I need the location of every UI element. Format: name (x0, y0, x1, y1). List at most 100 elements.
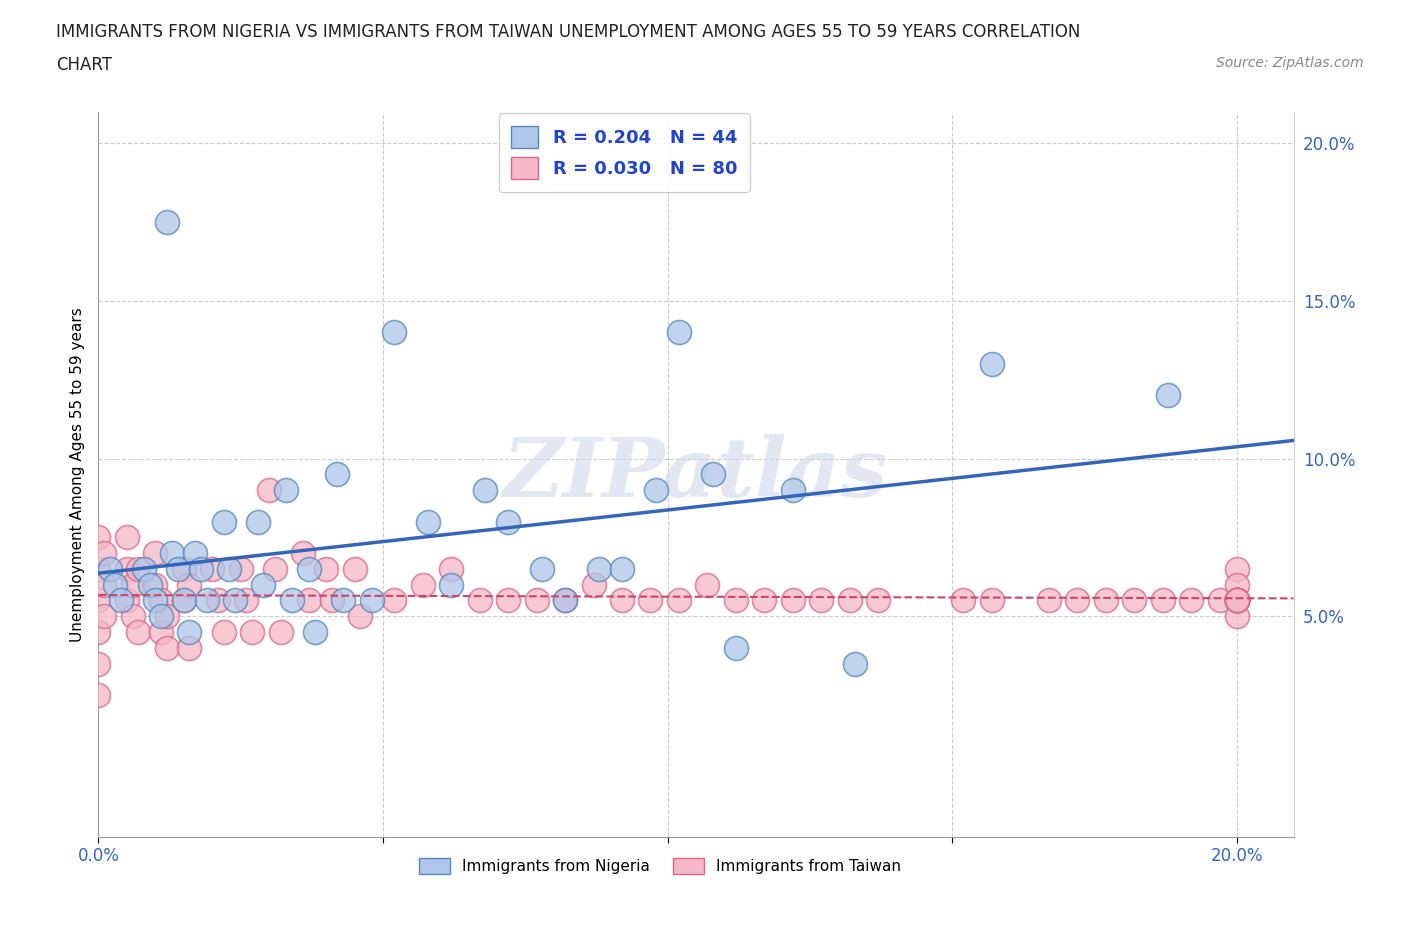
Point (360, 593, 382, 608)
Point (201, 562, 224, 577)
Point (1123, 593, 1146, 608)
Point (263, 562, 285, 577)
Point (143, 546, 166, 561)
Point (87, 687, 110, 702)
Point (150, 625, 173, 640)
Point (207, 593, 229, 608)
Point (257, 483, 280, 498)
Point (298, 562, 321, 577)
Point (156, 609, 179, 624)
Point (292, 546, 315, 561)
Point (1226, 593, 1249, 608)
Point (326, 467, 349, 482)
Point (382, 593, 405, 608)
Point (349, 609, 371, 624)
Point (110, 593, 132, 608)
Point (218, 562, 240, 577)
Point (87, 656, 110, 671)
Point (1226, 593, 1249, 608)
Point (1066, 593, 1088, 608)
Point (184, 546, 207, 561)
Point (93, 578, 115, 592)
Point (952, 593, 974, 608)
Point (1208, 593, 1230, 608)
Point (87, 625, 110, 640)
Point (343, 562, 366, 577)
Point (173, 593, 195, 608)
Point (179, 625, 201, 640)
Point (838, 593, 860, 608)
Point (868, 593, 890, 608)
Point (276, 483, 298, 498)
Point (104, 578, 127, 592)
Point (173, 562, 195, 577)
Y-axis label: Unemployment Among Ages 55 to 59 years: Unemployment Among Ages 55 to 59 years (69, 307, 84, 642)
Legend: Immigrants from Nigeria, Immigrants from Taiwan: Immigrants from Nigeria, Immigrants from… (413, 852, 907, 880)
Point (645, 483, 668, 498)
Point (412, 578, 434, 592)
Point (1226, 593, 1249, 608)
Point (1180, 593, 1202, 608)
Point (190, 562, 212, 577)
Point (1226, 593, 1249, 608)
Point (179, 641, 201, 656)
Text: CHART: CHART (56, 56, 112, 73)
Point (1226, 562, 1249, 577)
Point (304, 625, 326, 640)
Point (132, 562, 155, 577)
Point (332, 593, 354, 608)
Point (150, 593, 173, 608)
Point (121, 609, 143, 624)
Point (496, 514, 519, 529)
Point (138, 578, 160, 592)
Point (315, 562, 337, 577)
Point (212, 625, 235, 640)
Point (143, 593, 166, 608)
Point (526, 593, 548, 608)
Point (440, 562, 463, 577)
Point (167, 562, 190, 577)
Point (668, 593, 690, 608)
Point (115, 530, 138, 545)
Point (724, 641, 747, 656)
Point (382, 325, 405, 339)
Point (754, 593, 776, 608)
Point (156, 215, 179, 230)
Point (87, 562, 110, 577)
Point (1226, 609, 1249, 624)
Point (610, 562, 633, 577)
Point (173, 593, 195, 608)
Point (782, 483, 804, 498)
Point (224, 593, 246, 608)
Point (1226, 593, 1249, 608)
Point (980, 356, 1002, 371)
Point (554, 593, 576, 608)
Point (281, 593, 304, 608)
Point (87, 593, 110, 608)
Point (980, 593, 1002, 608)
Point (298, 593, 321, 608)
Point (588, 562, 610, 577)
Point (1038, 593, 1060, 608)
Point (270, 625, 292, 640)
Point (1157, 388, 1180, 403)
Point (1226, 593, 1249, 608)
Point (724, 593, 747, 608)
Point (252, 578, 274, 592)
Point (127, 625, 149, 640)
Point (93, 546, 115, 561)
Point (246, 514, 269, 529)
Point (212, 514, 235, 529)
Point (93, 609, 115, 624)
Point (418, 514, 440, 529)
Point (156, 641, 179, 656)
Point (582, 578, 605, 592)
Point (810, 593, 832, 608)
Point (150, 609, 173, 624)
Point (195, 593, 218, 608)
Point (235, 593, 257, 608)
Point (321, 593, 343, 608)
Point (1226, 593, 1249, 608)
Text: IMMIGRANTS FROM NIGERIA VS IMMIGRANTS FROM TAIWAN UNEMPLOYMENT AMONG AGES 55 TO : IMMIGRANTS FROM NIGERIA VS IMMIGRANTS FR… (56, 23, 1081, 41)
Point (610, 593, 633, 608)
